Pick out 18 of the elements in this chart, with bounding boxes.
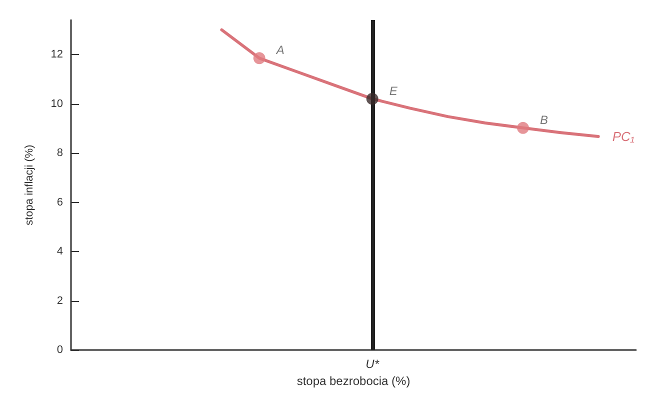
x-tick-label: U* [366, 357, 380, 372]
y-tick-label: 10 [50, 98, 63, 110]
y-tick-label: 12 [50, 48, 63, 60]
y-tick-label: 8 [56, 147, 63, 160]
y-axis-title: stopa inflacji (%) [24, 144, 36, 226]
y-tick-label: 0 [56, 344, 63, 356]
point [366, 92, 378, 105]
line-series [220, 28, 600, 138]
x-axis-title: stopa bezrobocia (%) [296, 374, 410, 388]
y-tick-label: 6 [56, 196, 63, 208]
series-label: PC₁ [612, 129, 635, 144]
annotation: B [540, 112, 548, 127]
annotation: A [275, 43, 284, 58]
point [517, 122, 529, 134]
y-tick-label: 4 [56, 246, 63, 258]
y-tick-label: 2 [56, 294, 63, 307]
annotation: E [389, 84, 398, 98]
point [253, 52, 266, 64]
